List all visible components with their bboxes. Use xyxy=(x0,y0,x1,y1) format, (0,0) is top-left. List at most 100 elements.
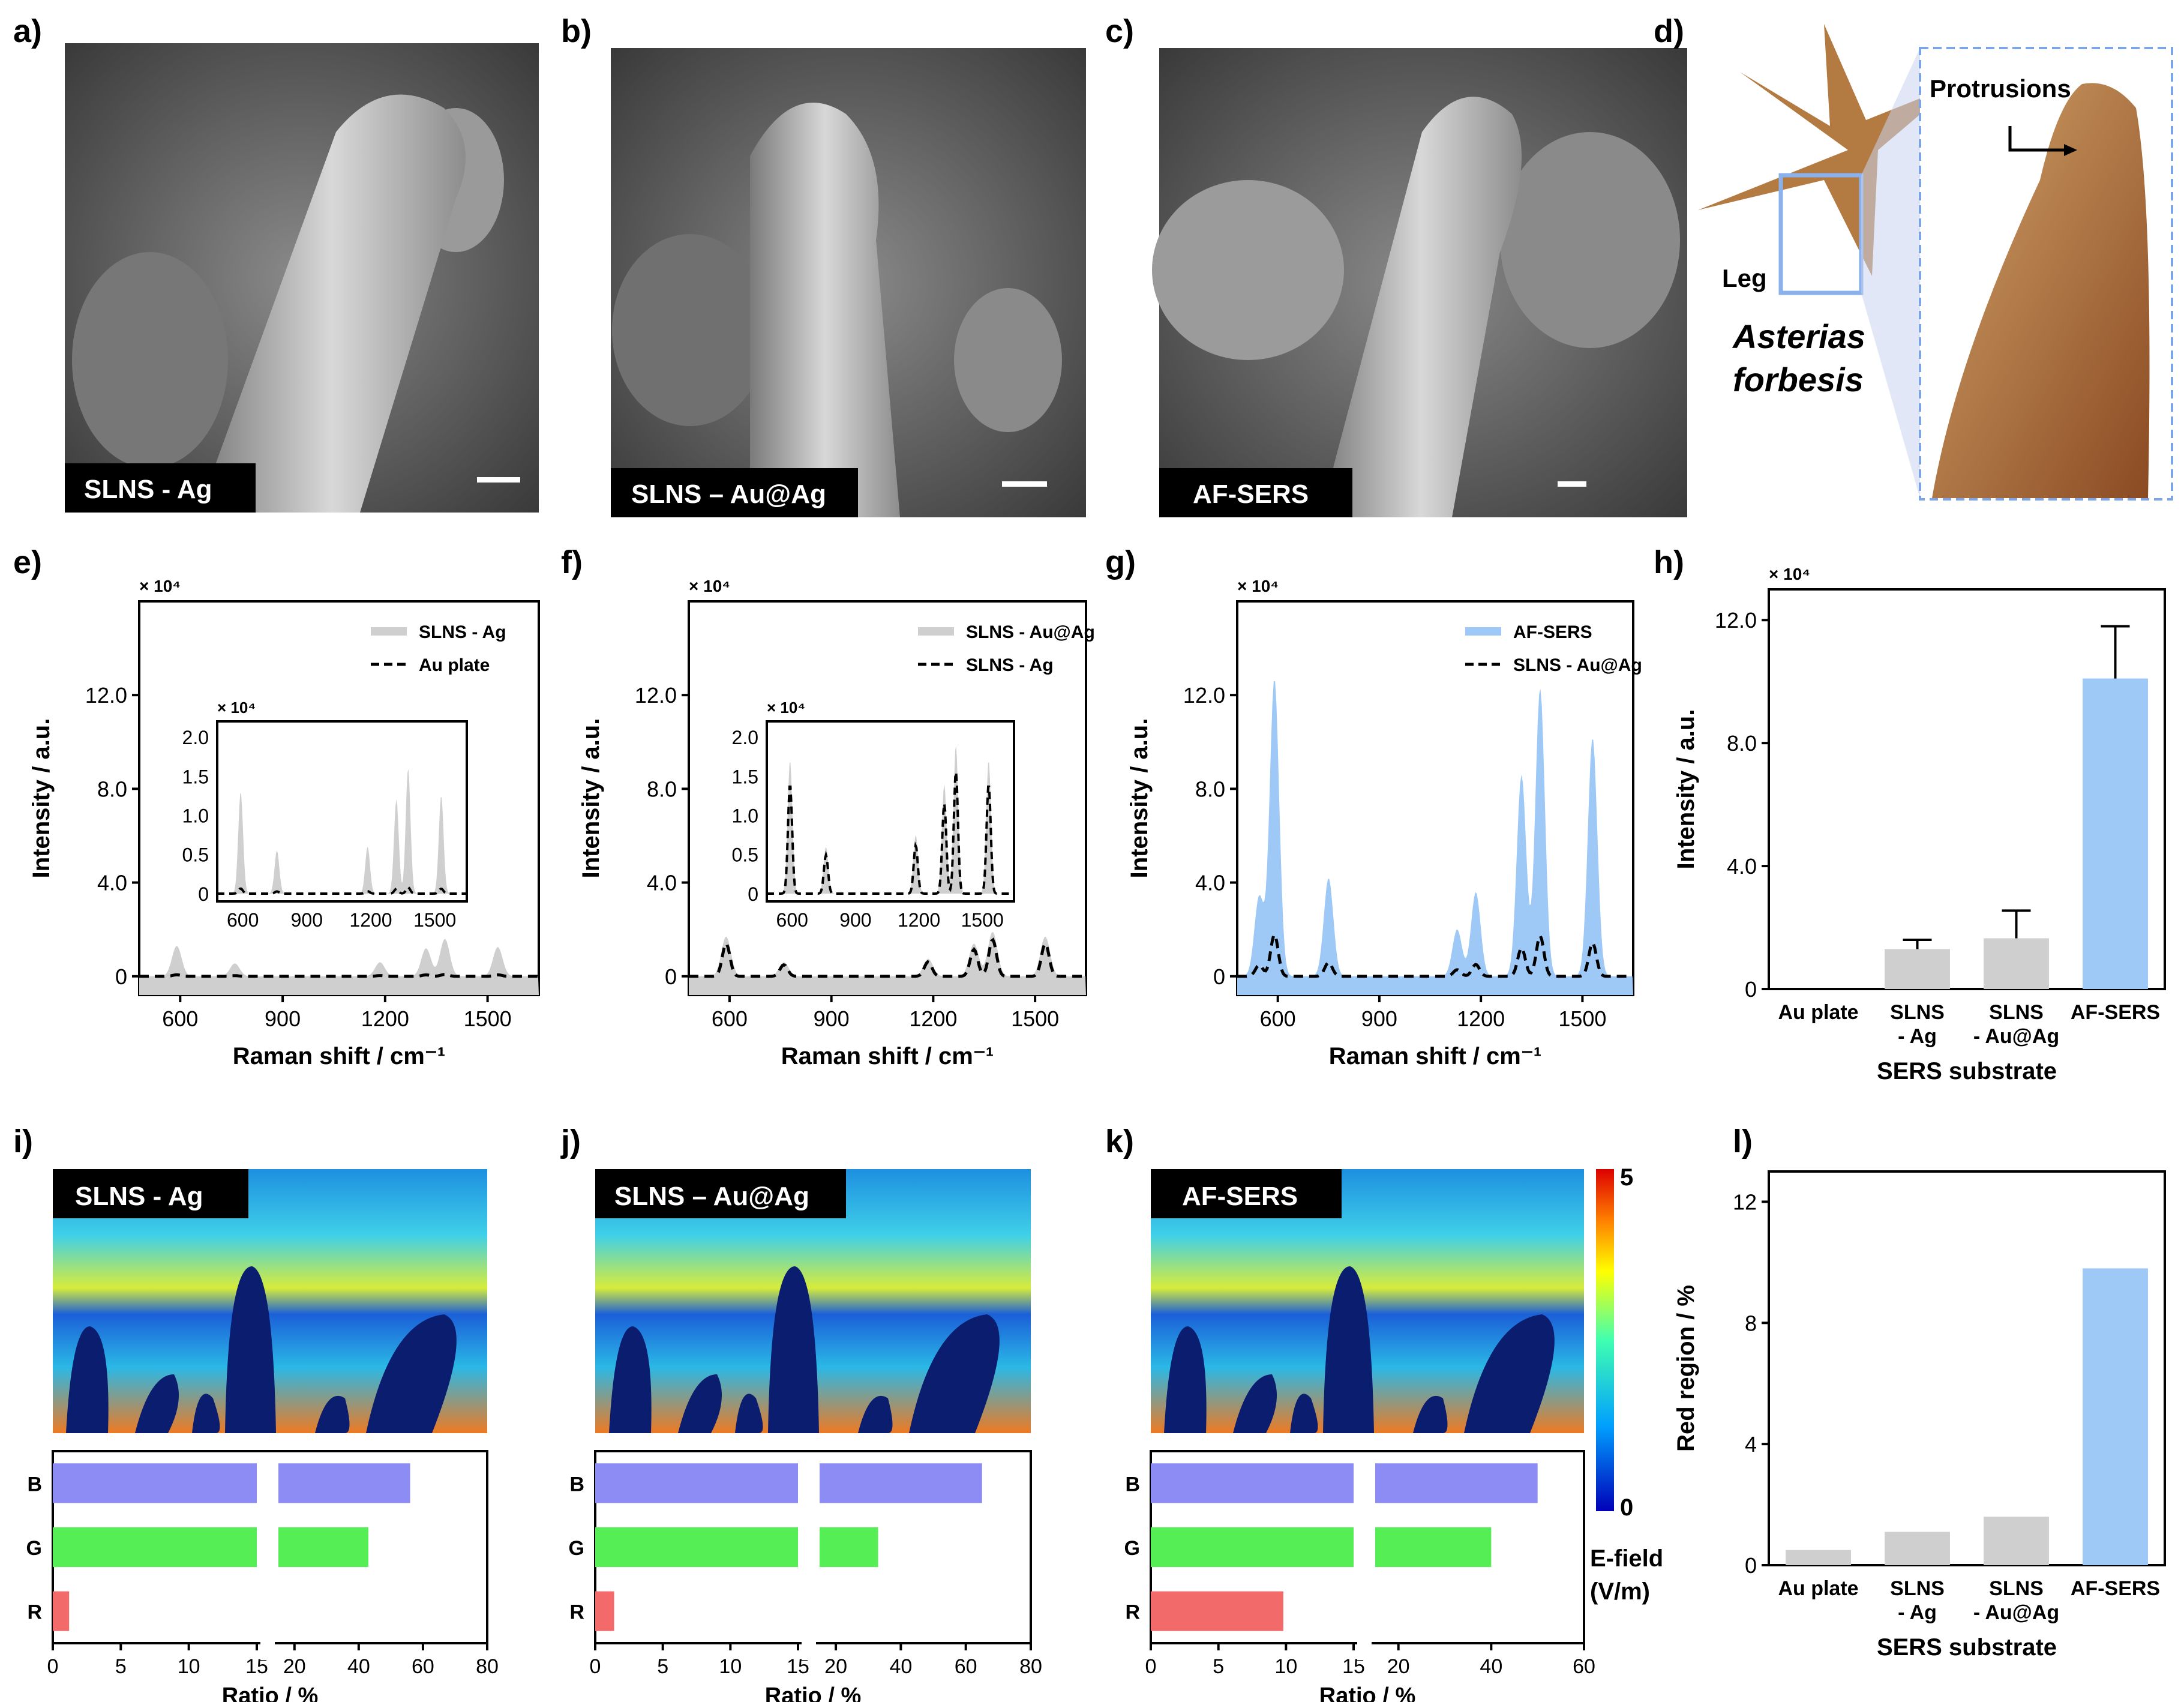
y-tick-label: 12 xyxy=(1733,1189,1757,1214)
x-tick-label: 10 xyxy=(1274,1655,1297,1678)
sem-image-c xyxy=(1152,48,1687,518)
x-tick-label: 600 xyxy=(162,1006,198,1031)
panel-letter-i: i) xyxy=(13,1123,33,1159)
panel-letter-k: k) xyxy=(1105,1123,1134,1159)
y-tick-label: 0 xyxy=(1745,1553,1757,1578)
y-tick-label: 8.0 xyxy=(647,777,677,801)
series-dashed-line xyxy=(689,937,1085,978)
bar-b-right xyxy=(1375,1463,1538,1503)
category-label: R xyxy=(569,1601,584,1624)
panel-letter-j: j) xyxy=(560,1123,581,1159)
species-name-line1: Asterias xyxy=(1732,317,1865,355)
series-dashed-line xyxy=(139,973,538,978)
bar-g-right xyxy=(1375,1527,1492,1568)
panel-letter-e: e) xyxy=(13,544,42,580)
bar-0 xyxy=(1786,1550,1851,1565)
sem-label-c-box: AF-SERS xyxy=(1159,468,1352,517)
colorbar-max: 5 xyxy=(1620,1164,1633,1191)
bar-g-left xyxy=(1151,1527,1354,1568)
category-label: B xyxy=(27,1473,42,1496)
inset-x-tick-label: 1500 xyxy=(961,909,1004,931)
x-tick-label: 60 xyxy=(955,1655,977,1678)
y-tick-label: 12.0 xyxy=(85,683,127,708)
inset-y-tick-label: 0.5 xyxy=(732,844,758,866)
legend-label: SLNS - Au@Ag xyxy=(966,622,1095,642)
y-multiplier: × 10⁴ xyxy=(689,577,730,595)
species-name-line2: forbesis xyxy=(1733,361,1864,398)
panel-letter-b: b) xyxy=(561,13,592,49)
y-tick-label: 4.0 xyxy=(647,871,677,895)
bar-b-right xyxy=(820,1463,982,1503)
category-label: R xyxy=(27,1601,42,1624)
category-label: G xyxy=(26,1537,42,1560)
x-tick-label: 80 xyxy=(476,1655,499,1678)
x-tick-label: 10 xyxy=(719,1655,742,1678)
inset-x-tick-label: 900 xyxy=(291,909,323,931)
x-tick-label: 20 xyxy=(824,1655,847,1678)
x-tick-label: 40 xyxy=(347,1655,370,1678)
y-axis-title: Intensity / a.u. xyxy=(1126,718,1153,879)
axis-break xyxy=(260,1636,275,1660)
x-tick-label: 900 xyxy=(814,1006,850,1031)
inset-series-area xyxy=(767,745,1014,894)
sem-label-a-box: SLNS - Ag xyxy=(65,463,256,513)
panel-letter-a: a) xyxy=(13,13,42,49)
sim-label-i: SLNS - Ag xyxy=(75,1182,203,1211)
bar-g-left xyxy=(53,1527,257,1568)
x-tick-label: 1200 xyxy=(1457,1006,1505,1031)
x-tick-label: 40 xyxy=(1480,1655,1502,1678)
series-slns-ag-area xyxy=(139,939,539,995)
y-tick-label: 0 xyxy=(115,964,127,989)
category-label: G xyxy=(1124,1537,1140,1560)
x-axis-title: Raman shift / cm⁻¹ xyxy=(781,1043,994,1069)
inset-dashed-line xyxy=(767,772,1014,895)
x-tick-label: 1500 xyxy=(1011,1006,1059,1031)
legend-label: Au plate xyxy=(419,655,490,675)
x-tick-label: 5 xyxy=(657,1655,668,1678)
y-tick-label: 4.0 xyxy=(97,871,127,895)
x-tick-label: 1200 xyxy=(361,1006,409,1031)
inset-x-tick-label: 600 xyxy=(776,909,808,931)
x-axis-title: Ratio / % xyxy=(765,1683,861,1702)
category-label: - Ag xyxy=(1898,1601,1937,1624)
bar-r-left xyxy=(1151,1591,1283,1631)
category-label: - Au@Ag xyxy=(1973,1601,2059,1624)
sem-label-c: AF-SERS xyxy=(1193,480,1309,509)
inset-x-tick-label: 1200 xyxy=(898,909,940,931)
x-tick-label: 20 xyxy=(1387,1655,1410,1678)
bar-r-left xyxy=(595,1591,614,1631)
bar-2 xyxy=(1984,1517,2049,1565)
category-label: AF-SERS xyxy=(2071,1001,2160,1024)
category-label: AF-SERS xyxy=(2071,1577,2160,1600)
leg-label: Leg xyxy=(1722,264,1767,292)
bar-r-left xyxy=(53,1591,70,1631)
x-axis-title: Ratio / % xyxy=(222,1683,318,1702)
x-tick-label: 600 xyxy=(1260,1006,1296,1031)
inset-y-tick-label: 0.5 xyxy=(182,844,209,866)
x-tick-label: 1500 xyxy=(464,1006,512,1031)
y-tick-label: 0 xyxy=(1213,964,1225,989)
colorbar-label-line2: (V/m) xyxy=(1590,1578,1650,1605)
raman-chart-g: 0 4.0 8.0 12.0 600 900 1200 1500 × 10⁴ Raman shif… xyxy=(1126,577,1642,1069)
legend-label: AF-SERS xyxy=(1513,622,1592,642)
inset-y-tick-label: 0 xyxy=(198,883,209,905)
x-tick-label: 0 xyxy=(590,1655,601,1678)
y-axis-title: Intensity / a.u. xyxy=(1673,709,1699,870)
legend-label: SLNS - Au@Ag xyxy=(1513,655,1642,675)
plot-frame xyxy=(1768,1170,2166,1566)
series-af-sers-area xyxy=(1237,681,1633,995)
starfish-illustration xyxy=(1698,24,2173,501)
sem-label-b: SLNS – Au@Ag xyxy=(631,480,826,509)
y-tick-label: 12.0 xyxy=(1183,683,1225,708)
category-label: SLNS xyxy=(1989,1001,2044,1024)
category-label: B xyxy=(569,1473,584,1496)
category-label: - Au@Ag xyxy=(1973,1025,2059,1048)
sim-label-i-box: SLNS - Ag xyxy=(53,1169,248,1218)
inset-x-tick-label: 600 xyxy=(227,909,259,931)
x-tick-label: 10 xyxy=(178,1655,200,1678)
y-multiplier: × 10⁴ xyxy=(139,577,181,595)
protrusions-label: Protrusions xyxy=(1930,74,2071,103)
x-tick-label: 40 xyxy=(889,1655,912,1678)
